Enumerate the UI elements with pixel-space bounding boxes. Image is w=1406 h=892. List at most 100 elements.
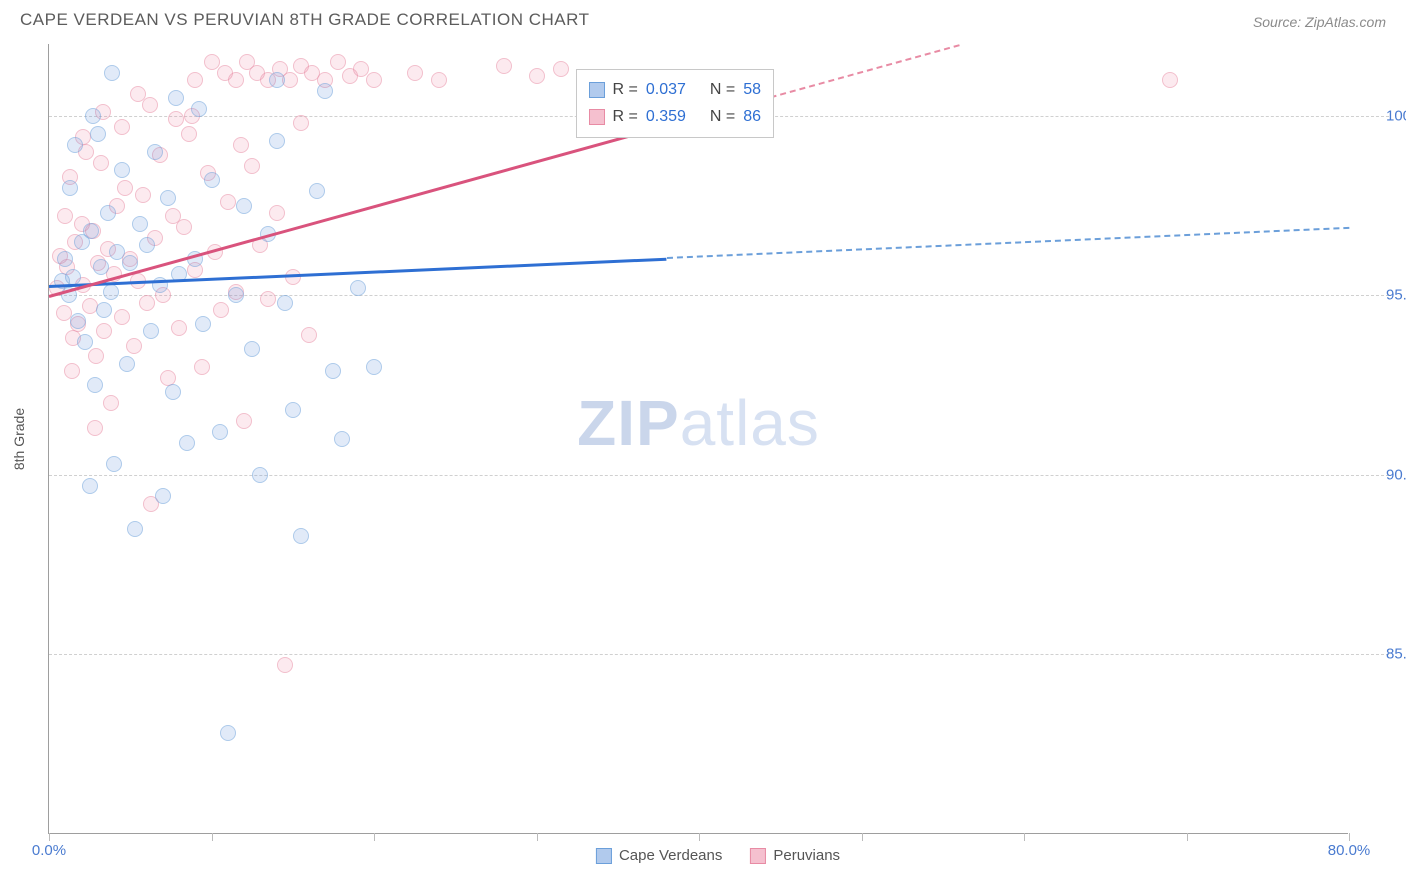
x-tick: [1349, 833, 1350, 841]
source-label: Source: ZipAtlas.com: [1253, 14, 1386, 30]
data-point: [64, 363, 80, 379]
data-point: [366, 72, 382, 88]
data-point: [139, 237, 155, 253]
data-point: [82, 478, 98, 494]
data-point: [77, 334, 93, 350]
data-point: [139, 295, 155, 311]
data-point: [88, 348, 104, 364]
data-point: [87, 420, 103, 436]
data-point: [407, 65, 423, 81]
data-point: [431, 72, 447, 88]
stat-label: N =: [710, 76, 735, 103]
legend-item: Peruvians: [750, 847, 840, 864]
data-point: [269, 72, 285, 88]
data-point: [57, 251, 73, 267]
data-point: [93, 259, 109, 275]
gridline: [49, 654, 1389, 655]
swatch-icon: [596, 848, 612, 864]
data-point: [285, 402, 301, 418]
x-tick: [537, 833, 538, 841]
data-point: [309, 183, 325, 199]
data-point: [100, 205, 116, 221]
data-point: [204, 172, 220, 188]
stat-value: 0.359: [646, 103, 686, 130]
data-point: [176, 219, 192, 235]
data-point: [132, 216, 148, 232]
data-point: [135, 187, 151, 203]
data-point: [293, 528, 309, 544]
y-tick-label: 90.0%: [1386, 466, 1406, 483]
data-point: [165, 384, 181, 400]
y-tick-label: 95.0%: [1386, 287, 1406, 304]
stat-value: 86: [743, 103, 761, 130]
data-point: [82, 298, 98, 314]
data-point: [85, 108, 101, 124]
data-point: [195, 316, 211, 332]
legend-label: Peruvians: [773, 847, 840, 864]
data-point: [260, 291, 276, 307]
data-point: [62, 180, 78, 196]
data-point: [269, 205, 285, 221]
data-point: [236, 413, 252, 429]
legend: Cape Verdeans Peruvians: [596, 847, 840, 864]
x-tick: [49, 833, 50, 841]
swatch-icon: [750, 848, 766, 864]
data-point: [106, 456, 122, 472]
stats-row: R =0.359N =86: [589, 103, 762, 130]
x-tick: [1187, 833, 1188, 841]
data-point: [301, 327, 317, 343]
data-point: [277, 657, 293, 673]
data-point: [119, 356, 135, 372]
data-point: [103, 395, 119, 411]
data-point: [269, 133, 285, 149]
swatch-icon: [589, 82, 605, 98]
data-point: [228, 287, 244, 303]
chart-title: CAPE VERDEAN VS PERUVIAN 8TH GRADE CORRE…: [20, 10, 589, 30]
data-point: [114, 119, 130, 135]
y-tick-label: 85.0%: [1386, 646, 1406, 663]
data-point: [147, 144, 163, 160]
data-point: [317, 83, 333, 99]
data-point: [244, 158, 260, 174]
x-tick: [374, 833, 375, 841]
data-point: [117, 180, 133, 196]
data-point: [127, 521, 143, 537]
data-point: [553, 61, 569, 77]
watermark: ZIPatlas: [577, 386, 820, 460]
data-point: [168, 111, 184, 127]
gridline: [49, 295, 1389, 296]
gridline: [49, 475, 1389, 476]
data-point: [529, 68, 545, 84]
stats-box: R =0.037N =58R =0.359N =86: [576, 69, 775, 137]
data-point: [252, 467, 268, 483]
x-tick: [699, 833, 700, 841]
data-point: [93, 155, 109, 171]
data-point: [96, 323, 112, 339]
data-point: [350, 280, 366, 296]
legend-label: Cape Verdeans: [619, 847, 722, 864]
swatch-icon: [589, 109, 605, 125]
data-point: [56, 305, 72, 321]
chart-container: 8th Grade ZIPatlas 85.0%90.0%95.0%100.0%…: [48, 44, 1388, 834]
data-point: [87, 377, 103, 393]
data-point: [122, 255, 138, 271]
data-point: [143, 323, 159, 339]
data-point: [83, 223, 99, 239]
data-point: [171, 320, 187, 336]
data-point: [496, 58, 512, 74]
stat-label: R =: [613, 103, 638, 130]
trend-line: [666, 227, 1349, 259]
x-tick: [862, 833, 863, 841]
data-point: [212, 424, 228, 440]
data-point: [1162, 72, 1178, 88]
data-point: [277, 295, 293, 311]
stats-row: R =0.037N =58: [589, 76, 762, 103]
data-point: [103, 284, 119, 300]
data-point: [325, 363, 341, 379]
data-point: [236, 198, 252, 214]
stat-value: 0.037: [646, 76, 686, 103]
data-point: [366, 359, 382, 375]
data-point: [181, 126, 197, 142]
plot-area: 8th Grade ZIPatlas 85.0%90.0%95.0%100.0%…: [48, 44, 1348, 834]
data-point: [187, 72, 203, 88]
